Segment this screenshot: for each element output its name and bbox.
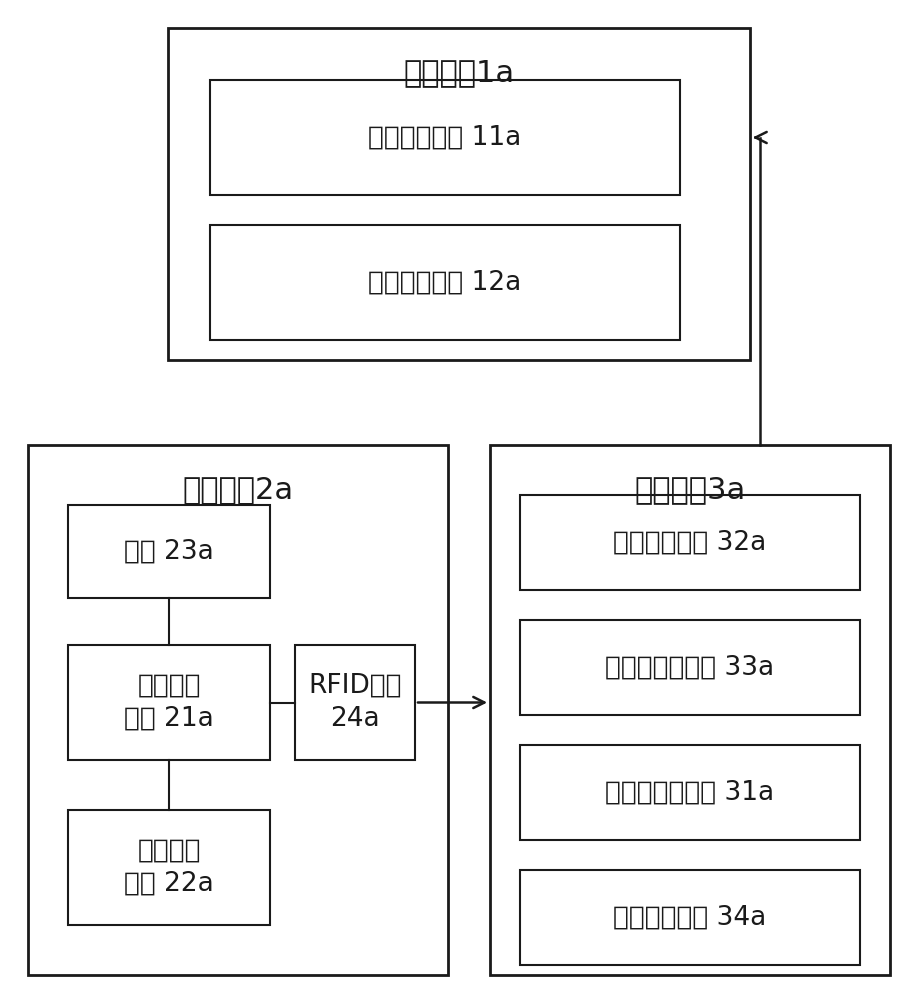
Text: 第一标签阅读器 31a: 第一标签阅读器 31a	[605, 780, 774, 806]
Bar	[68, 645, 270, 760]
Bar	[520, 620, 860, 715]
Text: 电能监控模块 12a: 电能监控模块 12a	[368, 269, 522, 296]
Bar	[520, 745, 860, 840]
Bar	[210, 225, 680, 340]
Bar	[520, 495, 860, 590]
Text: 有源电子
标签 21a: 有源电子 标签 21a	[124, 673, 214, 732]
Text: 管控平台1a: 管控平台1a	[403, 58, 515, 87]
Text: 移动管控模块 11a: 移动管控模块 11a	[368, 124, 522, 150]
Text: 配套电源
电路 22a: 配套电源 电路 22a	[124, 838, 214, 897]
Text: 状态指示模块 34a: 状态指示模块 34a	[613, 904, 767, 930]
Bar	[168, 28, 750, 360]
Bar	[210, 80, 680, 195]
Bar	[28, 445, 448, 975]
Text: 第一处理器模块 33a: 第一处理器模块 33a	[605, 654, 774, 680]
Bar	[490, 445, 890, 975]
Text: RFID天线
24a: RFID天线 24a	[308, 673, 402, 732]
Text: 第一通讯单元 32a: 第一通讯单元 32a	[613, 530, 767, 556]
Text: 移动终端3a: 移动终端3a	[634, 475, 746, 504]
Bar	[520, 870, 860, 965]
Text: 电子标签2a: 电子标签2a	[183, 475, 293, 504]
Bar	[295, 645, 415, 760]
Bar	[68, 810, 270, 925]
Text: 电池 23a: 电池 23a	[124, 538, 214, 564]
Bar	[68, 505, 270, 598]
